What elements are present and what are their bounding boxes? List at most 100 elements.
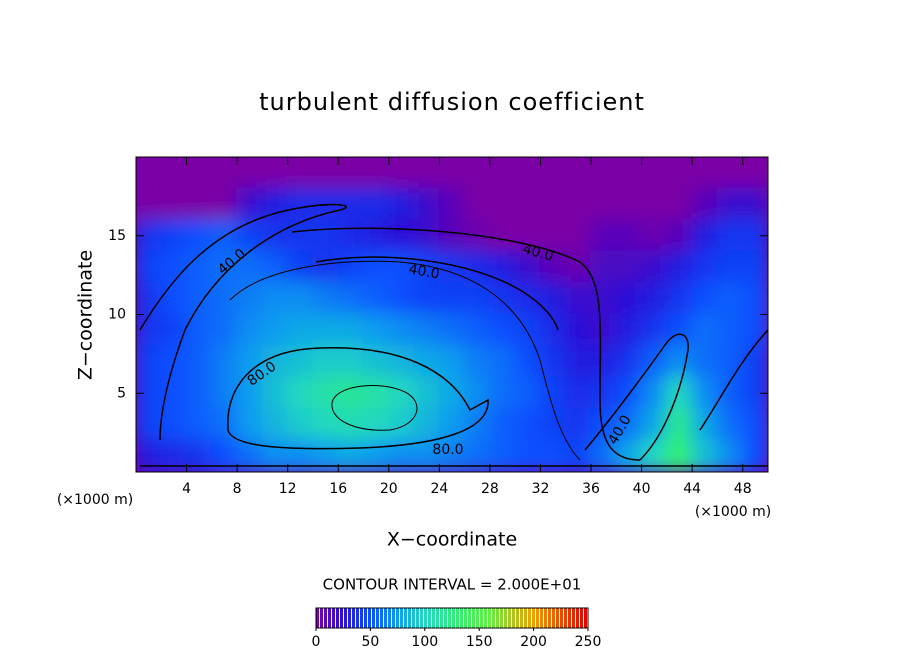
field-cell <box>160 187 188 221</box>
field-cell <box>463 187 491 221</box>
field-cell <box>741 408 768 442</box>
field-cell <box>514 345 542 379</box>
field-cell <box>716 219 744 253</box>
colorbar-swatch <box>400 608 403 628</box>
field-cell <box>413 376 441 410</box>
field-cell <box>136 282 163 316</box>
x-tick-label: 8 <box>233 481 242 497</box>
colorbar-swatch <box>352 608 355 628</box>
field-cell <box>488 439 517 472</box>
field-cell <box>311 313 340 347</box>
field-cell <box>311 376 340 410</box>
field-cell <box>387 219 416 253</box>
colorbar-swatch <box>320 608 323 628</box>
field-cell <box>160 408 188 442</box>
field-cell <box>413 157 441 190</box>
field-cell <box>286 282 314 316</box>
field-cell <box>185 282 213 316</box>
field-cell <box>160 219 188 253</box>
field-cell <box>261 282 289 316</box>
field-cell <box>640 250 668 284</box>
colorbar-swatch <box>344 608 347 628</box>
field-cell <box>741 187 768 221</box>
colorbar-swatch <box>360 608 363 628</box>
field-cell <box>615 250 643 284</box>
colorbar-swatch <box>396 608 399 628</box>
field-cell <box>665 345 694 379</box>
x-unit-label: (×1000 m) <box>695 504 771 520</box>
field-cell <box>160 376 188 410</box>
x-tick-label: 48 <box>734 481 752 497</box>
field-cell <box>590 408 618 442</box>
field-cell <box>463 376 491 410</box>
field-cell <box>590 157 618 190</box>
y-tick-label: 15 <box>108 228 126 244</box>
field-cell <box>640 376 668 410</box>
field-cell <box>741 250 768 284</box>
field-cell <box>463 250 491 284</box>
field-cell <box>691 250 719 284</box>
field-cell <box>236 157 264 190</box>
field-cell <box>741 282 768 316</box>
field-cell <box>564 219 593 253</box>
colorbar-swatch <box>324 608 327 628</box>
colorbar-swatch <box>452 608 455 628</box>
field-cell <box>311 439 340 472</box>
colorbar-swatch <box>380 608 383 628</box>
field-cell <box>160 439 188 472</box>
field-cell <box>665 376 694 410</box>
field-cell <box>387 250 416 284</box>
field-cell <box>160 157 188 190</box>
field-cell <box>236 345 264 379</box>
field-cell <box>261 157 289 190</box>
contour-label: 40.0 <box>521 241 555 265</box>
field-cell <box>185 313 213 347</box>
colorbar-swatch <box>508 608 511 628</box>
field-cell <box>716 250 744 284</box>
field-cell <box>210 439 239 472</box>
colorbar-swatch <box>348 608 351 628</box>
colorbar-swatch <box>496 608 499 628</box>
field-cell <box>337 439 365 472</box>
field-cell <box>311 219 340 253</box>
field-cell <box>590 219 618 253</box>
colorbar <box>316 608 587 628</box>
contour-line <box>291 227 641 461</box>
field-cell <box>236 219 264 253</box>
field-cell <box>136 187 163 221</box>
field-cell <box>463 408 491 442</box>
field-cell <box>438 313 466 347</box>
field-cell <box>691 345 719 379</box>
x-tick-label: 28 <box>481 481 499 497</box>
x-tick-label: 32 <box>532 481 550 497</box>
colorbar-swatch <box>480 608 483 628</box>
colorbar-swatch <box>492 608 495 628</box>
field-cell <box>691 376 719 410</box>
colorbar-swatch <box>424 608 427 628</box>
field-cell <box>362 219 390 253</box>
field-cell <box>362 408 390 442</box>
field-cell <box>362 313 390 347</box>
field-cell <box>488 157 517 190</box>
colorbar-swatch <box>444 608 447 628</box>
field-cell <box>185 408 213 442</box>
field-cell <box>691 408 719 442</box>
field-cell <box>362 250 390 284</box>
colorbar-swatch <box>456 608 459 628</box>
field-cell <box>185 187 213 221</box>
colorbar-swatch <box>520 608 523 628</box>
field-cell <box>514 250 542 284</box>
field-cell <box>615 219 643 253</box>
field-cell <box>615 157 643 190</box>
field-cell <box>210 408 239 442</box>
contour-lines <box>139 203 768 467</box>
colorbar-frame <box>315 607 589 629</box>
y-tick-label: 10 <box>108 307 126 323</box>
field-cell <box>615 313 643 347</box>
colorbar-swatch <box>556 608 559 628</box>
contour-label: 80.0 <box>432 442 463 458</box>
field-cell <box>387 187 416 221</box>
colorbar-swatch <box>532 608 535 628</box>
field-cell <box>413 313 441 347</box>
